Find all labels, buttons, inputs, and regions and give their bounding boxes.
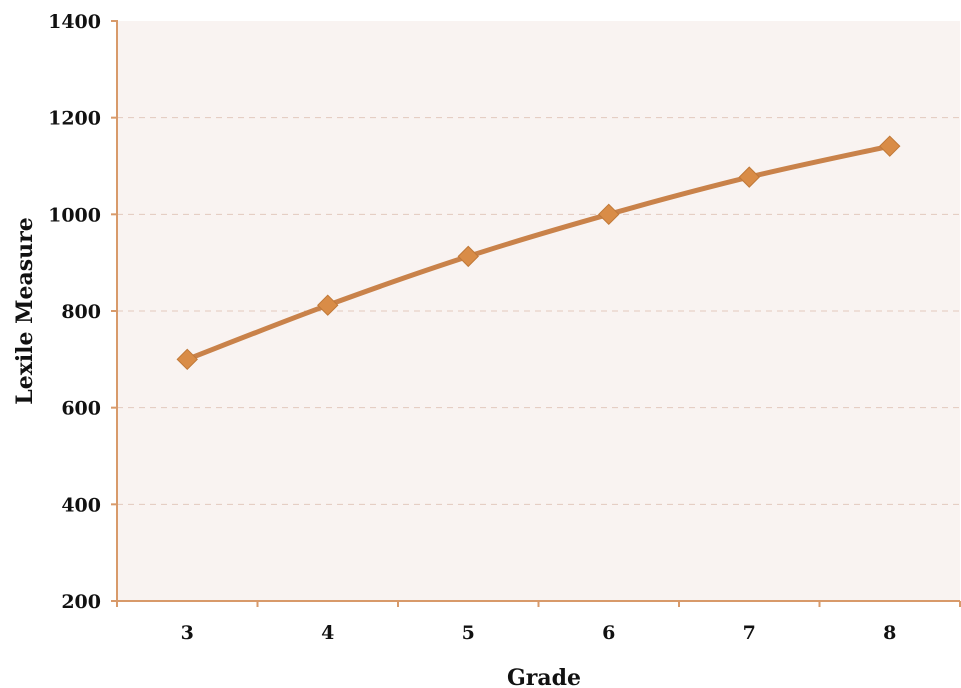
y-tick-label: 200 — [61, 591, 101, 613]
data-point-marker — [457, 245, 479, 268]
y-axis-title: Lexile Measure — [12, 217, 38, 405]
data-point-marker — [879, 135, 901, 157]
x-tick-label: 3 — [181, 622, 194, 644]
y-tick-label: 1400 — [48, 11, 101, 33]
data-point-marker — [738, 166, 760, 188]
x-tick-label: 6 — [602, 622, 615, 644]
x-tick-label: 8 — [883, 622, 896, 644]
y-tick-label: 1200 — [48, 108, 101, 130]
y-tick-label: 1000 — [48, 204, 101, 226]
y-axis-ticks: 200 400 600 800 1000 1200 1400 — [48, 11, 117, 613]
series-line — [184, 143, 893, 362]
x-tick-label: 5 — [462, 622, 475, 644]
data-point-marker — [176, 348, 198, 371]
y-tick-label: 800 — [61, 301, 101, 323]
data-point-marker — [317, 294, 339, 316]
grid-lines — [117, 117, 960, 505]
x-axis-title: Grade — [507, 665, 581, 688]
x-tick-label: 4 — [321, 622, 334, 644]
y-tick-label: 400 — [61, 494, 101, 516]
x-axis-ticks: 3 4 5 6 7 8 — [116, 601, 961, 644]
x-tick-label: 7 — [743, 622, 756, 644]
data-markers — [176, 135, 901, 371]
data-point-marker — [598, 203, 620, 226]
y-tick-label: 600 — [61, 398, 101, 420]
